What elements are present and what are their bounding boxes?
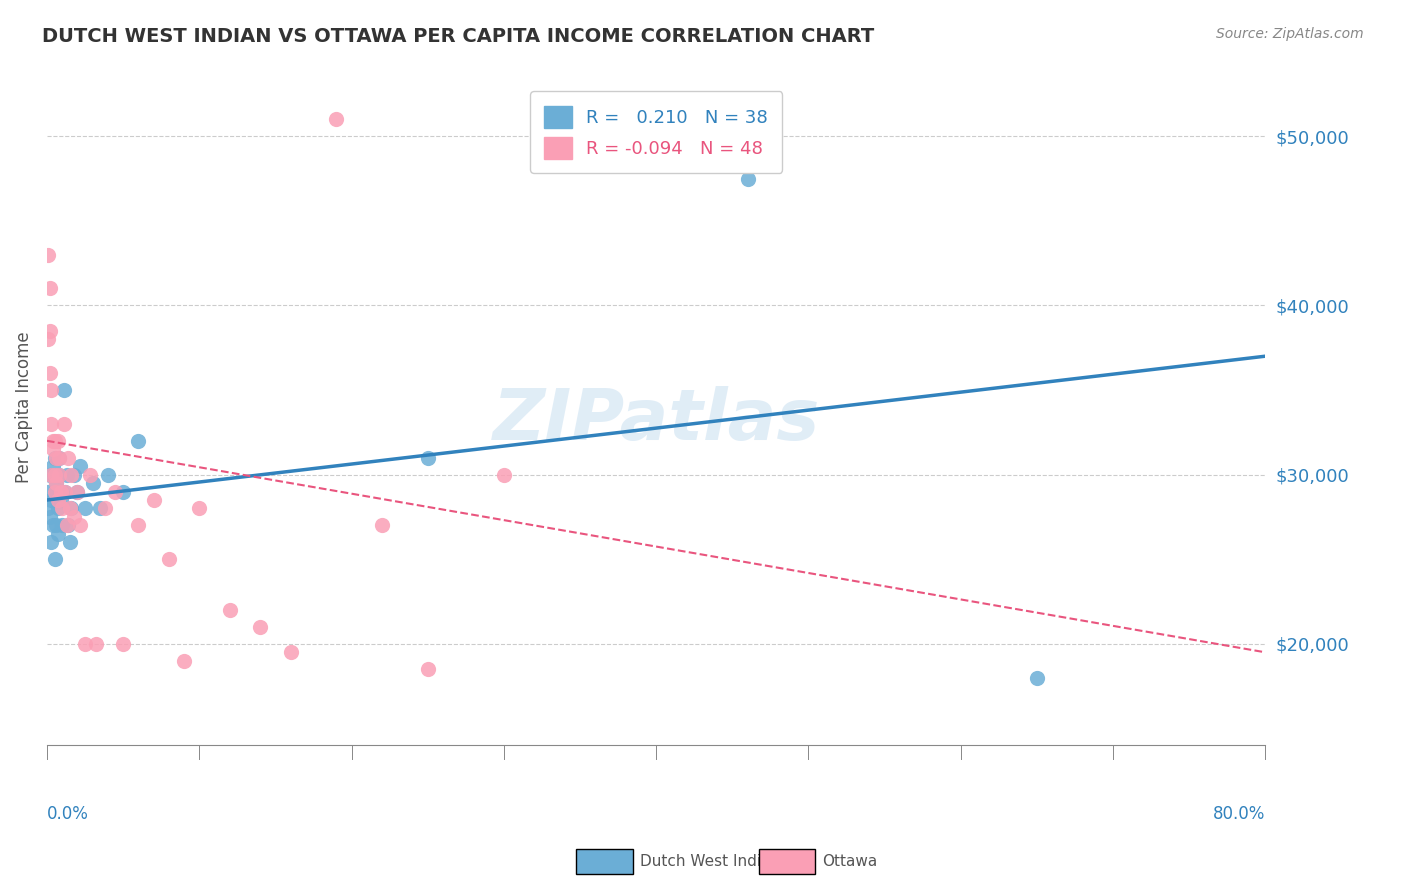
Text: 0.0%: 0.0% xyxy=(46,805,89,822)
Point xyxy=(44,552,66,566)
Point xyxy=(37,247,59,261)
Point xyxy=(79,467,101,482)
Point xyxy=(416,450,439,465)
Point xyxy=(58,450,80,465)
Point xyxy=(48,467,70,482)
Point xyxy=(52,417,75,431)
Point xyxy=(48,467,70,482)
Point xyxy=(737,171,759,186)
Point xyxy=(41,493,63,508)
Text: ZIPatlas: ZIPatlas xyxy=(492,386,820,455)
Point xyxy=(44,450,66,465)
Point xyxy=(46,493,69,508)
Point xyxy=(46,434,69,448)
Point xyxy=(42,518,65,533)
Point xyxy=(37,501,59,516)
Point xyxy=(58,518,80,533)
Y-axis label: Per Capita Income: Per Capita Income xyxy=(15,331,32,483)
Point xyxy=(44,467,66,482)
Point xyxy=(157,552,180,566)
Point xyxy=(142,493,165,508)
Point xyxy=(37,484,59,499)
Point xyxy=(45,476,67,491)
Point xyxy=(45,476,67,491)
Point xyxy=(51,484,73,499)
Point xyxy=(63,510,86,524)
Point xyxy=(46,527,69,541)
Point xyxy=(42,459,65,474)
Point xyxy=(94,501,117,516)
Text: Dutch West Indians: Dutch West Indians xyxy=(640,855,787,869)
Point xyxy=(1025,671,1047,685)
Point xyxy=(39,281,62,295)
Point xyxy=(39,324,62,338)
Point xyxy=(104,484,127,499)
Point xyxy=(89,501,111,516)
Point xyxy=(66,484,89,499)
Point xyxy=(371,518,394,533)
Point xyxy=(59,535,82,549)
Legend: R =   0.210   N = 38, R = -0.094   N = 48: R = 0.210 N = 38, R = -0.094 N = 48 xyxy=(530,91,782,173)
Point xyxy=(249,620,271,634)
Point xyxy=(45,450,67,465)
Text: 80.0%: 80.0% xyxy=(1213,805,1265,822)
Point xyxy=(173,654,195,668)
Point xyxy=(69,459,91,474)
Point xyxy=(280,645,302,659)
Point xyxy=(44,434,66,448)
Point xyxy=(53,484,76,499)
Point xyxy=(44,484,66,499)
Point xyxy=(53,484,76,499)
Point xyxy=(66,484,89,499)
Point xyxy=(41,467,63,482)
Point xyxy=(218,603,240,617)
Point xyxy=(51,501,73,516)
Point xyxy=(48,450,70,465)
Point xyxy=(55,467,77,482)
Point xyxy=(37,332,59,346)
Text: DUTCH WEST INDIAN VS OTTAWA PER CAPITA INCOME CORRELATION CHART: DUTCH WEST INDIAN VS OTTAWA PER CAPITA I… xyxy=(42,27,875,45)
Point xyxy=(325,112,347,127)
Point xyxy=(42,442,65,457)
Point xyxy=(46,501,69,516)
Point xyxy=(492,467,515,482)
Point xyxy=(39,510,62,524)
Point xyxy=(48,450,70,465)
Point xyxy=(60,467,83,482)
Text: Ottawa: Ottawa xyxy=(823,855,877,869)
Point xyxy=(112,637,135,651)
Point xyxy=(60,501,83,516)
Point xyxy=(127,434,149,448)
Point xyxy=(49,493,72,508)
Point xyxy=(82,476,104,491)
Point xyxy=(97,467,120,482)
Text: Source: ZipAtlas.com: Source: ZipAtlas.com xyxy=(1216,27,1364,41)
Point xyxy=(41,383,63,397)
Point xyxy=(416,662,439,676)
Point xyxy=(52,383,75,397)
Point xyxy=(59,501,82,516)
Point xyxy=(69,518,91,533)
Point xyxy=(42,434,65,448)
Point xyxy=(73,501,96,516)
Point xyxy=(84,637,107,651)
Point xyxy=(41,417,63,431)
Point xyxy=(39,467,62,482)
Point xyxy=(41,535,63,549)
Point xyxy=(188,501,211,516)
Point xyxy=(51,518,73,533)
Point xyxy=(55,518,77,533)
Point xyxy=(45,518,67,533)
Point xyxy=(49,484,72,499)
Point xyxy=(73,637,96,651)
Point xyxy=(44,484,66,499)
Point xyxy=(127,518,149,533)
Point xyxy=(112,484,135,499)
Point xyxy=(39,366,62,380)
Point xyxy=(63,467,86,482)
